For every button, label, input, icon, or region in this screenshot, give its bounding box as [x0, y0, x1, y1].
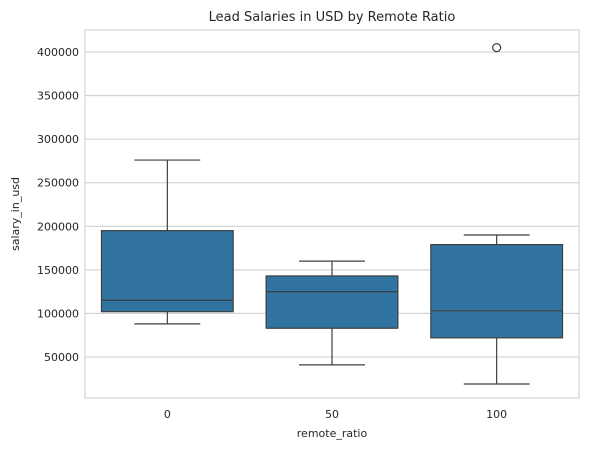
chart-title: Lead Salaries in USD by Remote Ratio [209, 10, 456, 25]
y-tick-label: 400000 [37, 46, 79, 59]
y-tick-label: 250000 [37, 177, 79, 190]
x-axis-label: remote_ratio [297, 427, 368, 440]
outlier-point [492, 43, 502, 53]
box-group-100 [430, 43, 564, 385]
y-tick-label: 100000 [37, 307, 79, 320]
y-tick-label: 300000 [37, 133, 79, 146]
box-group-0 [100, 159, 234, 325]
y-tick-label: 350000 [37, 90, 79, 103]
iqr-box [430, 243, 564, 339]
plot-frame [84, 29, 580, 399]
y-tick-labels: 50000 100000 150000 200000 250000 300000 35000… [37, 46, 79, 364]
y-tick-label: 150000 [37, 264, 79, 277]
boxes [100, 43, 564, 385]
iqr-box [100, 230, 234, 313]
iqr-box [265, 275, 399, 329]
x-tick-label: 0 [164, 408, 171, 421]
y-tick-label: 200000 [37, 220, 79, 233]
x-tick-labels: 0 50 100 [164, 408, 507, 421]
y-axis-label: salary_in_usd [9, 177, 22, 251]
box-group-50 [265, 260, 399, 366]
x-tick-label: 100 [486, 408, 507, 421]
x-tick-label: 50 [325, 408, 339, 421]
y-tick-label: 50000 [44, 351, 79, 364]
